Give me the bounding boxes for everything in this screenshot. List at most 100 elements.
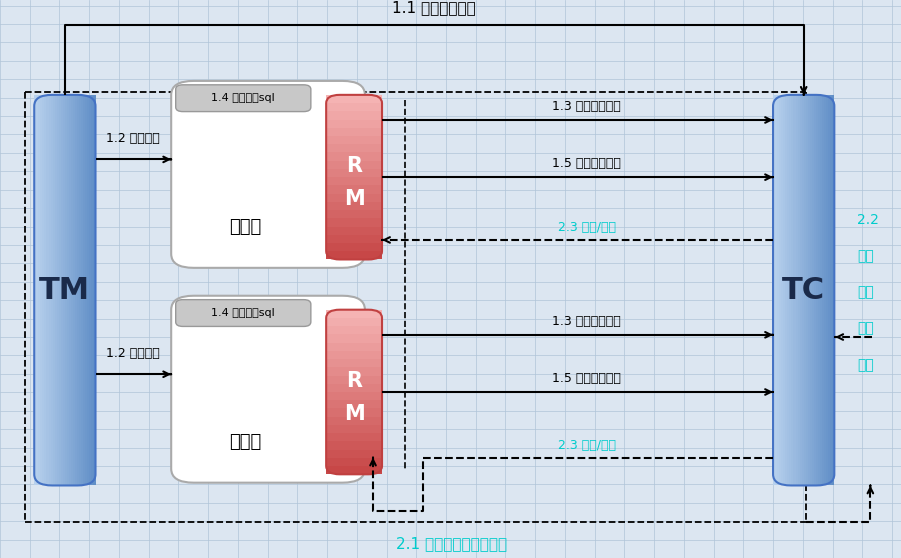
FancyBboxPatch shape <box>326 458 382 466</box>
Text: 微服务: 微服务 <box>229 432 261 450</box>
FancyBboxPatch shape <box>326 185 382 194</box>
FancyBboxPatch shape <box>326 202 382 210</box>
FancyBboxPatch shape <box>810 95 812 485</box>
FancyBboxPatch shape <box>52 95 55 485</box>
Text: 状态: 状态 <box>857 358 874 372</box>
FancyBboxPatch shape <box>326 466 382 474</box>
FancyBboxPatch shape <box>79 95 81 485</box>
FancyBboxPatch shape <box>791 95 794 485</box>
FancyBboxPatch shape <box>83 95 86 485</box>
FancyBboxPatch shape <box>36 95 39 485</box>
FancyBboxPatch shape <box>326 334 382 343</box>
FancyBboxPatch shape <box>794 95 796 485</box>
FancyBboxPatch shape <box>75 95 77 485</box>
Text: 1.5 报告事务状态: 1.5 报告事务状态 <box>552 372 621 385</box>
FancyBboxPatch shape <box>326 441 382 450</box>
Text: 1.2 调用分支: 1.2 调用分支 <box>106 347 160 360</box>
FancyBboxPatch shape <box>171 81 365 268</box>
FancyBboxPatch shape <box>326 177 382 185</box>
FancyBboxPatch shape <box>326 243 382 251</box>
Text: 2.2: 2.2 <box>857 213 878 227</box>
FancyBboxPatch shape <box>77 95 79 485</box>
FancyBboxPatch shape <box>94 95 96 485</box>
FancyBboxPatch shape <box>326 400 382 408</box>
FancyBboxPatch shape <box>326 450 382 458</box>
FancyBboxPatch shape <box>326 433 382 441</box>
FancyBboxPatch shape <box>42 95 44 485</box>
Text: 1.3 注册分支事务: 1.3 注册分支事务 <box>552 100 621 113</box>
FancyBboxPatch shape <box>326 392 382 400</box>
FancyBboxPatch shape <box>326 169 382 177</box>
FancyBboxPatch shape <box>812 95 814 485</box>
Text: 2.1 提交、回滚全局事务: 2.1 提交、回滚全局事务 <box>396 537 507 551</box>
FancyBboxPatch shape <box>814 95 816 485</box>
FancyBboxPatch shape <box>808 95 810 485</box>
Text: TC: TC <box>782 276 825 305</box>
Text: 1.3 注册分支事务: 1.3 注册分支事务 <box>552 315 621 328</box>
Text: 1.2 调用分支: 1.2 调用分支 <box>106 132 160 146</box>
FancyBboxPatch shape <box>176 300 311 326</box>
FancyBboxPatch shape <box>326 318 382 326</box>
FancyBboxPatch shape <box>822 95 824 485</box>
FancyBboxPatch shape <box>34 95 36 485</box>
FancyBboxPatch shape <box>81 95 83 485</box>
FancyBboxPatch shape <box>828 95 830 485</box>
FancyBboxPatch shape <box>67 95 69 485</box>
FancyBboxPatch shape <box>805 95 808 485</box>
FancyBboxPatch shape <box>797 95 799 485</box>
FancyBboxPatch shape <box>55 95 57 485</box>
FancyBboxPatch shape <box>89 95 91 485</box>
Text: R: R <box>346 371 362 391</box>
FancyBboxPatch shape <box>796 95 797 485</box>
Text: TM: TM <box>40 276 90 305</box>
FancyBboxPatch shape <box>91 95 94 485</box>
FancyBboxPatch shape <box>326 136 382 144</box>
FancyBboxPatch shape <box>326 144 382 152</box>
FancyBboxPatch shape <box>326 227 382 235</box>
FancyBboxPatch shape <box>50 95 52 485</box>
FancyBboxPatch shape <box>176 85 311 112</box>
FancyBboxPatch shape <box>63 95 65 485</box>
FancyBboxPatch shape <box>49 95 50 485</box>
FancyBboxPatch shape <box>326 103 382 112</box>
Text: M: M <box>343 405 365 424</box>
FancyBboxPatch shape <box>171 296 365 483</box>
FancyBboxPatch shape <box>779 95 781 485</box>
FancyBboxPatch shape <box>326 194 382 202</box>
Text: 1.1 开启全局事务: 1.1 开启全局事务 <box>393 0 476 15</box>
FancyBboxPatch shape <box>71 95 73 485</box>
FancyBboxPatch shape <box>787 95 789 485</box>
FancyBboxPatch shape <box>326 95 382 103</box>
FancyBboxPatch shape <box>87 95 89 485</box>
FancyBboxPatch shape <box>326 218 382 227</box>
FancyBboxPatch shape <box>39 95 41 485</box>
Text: 1.5 报告事务状态: 1.5 报告事务状态 <box>552 157 621 171</box>
FancyBboxPatch shape <box>44 95 47 485</box>
FancyBboxPatch shape <box>326 112 382 119</box>
FancyBboxPatch shape <box>326 417 382 425</box>
FancyBboxPatch shape <box>326 128 382 136</box>
FancyBboxPatch shape <box>789 95 791 485</box>
FancyBboxPatch shape <box>804 95 805 485</box>
FancyBboxPatch shape <box>47 95 49 485</box>
FancyBboxPatch shape <box>826 95 828 485</box>
Text: 2.3 提交/回滚: 2.3 提交/回滚 <box>558 222 615 234</box>
FancyBboxPatch shape <box>41 95 42 485</box>
FancyBboxPatch shape <box>69 95 71 485</box>
FancyBboxPatch shape <box>833 95 834 485</box>
Text: R: R <box>346 156 362 176</box>
FancyBboxPatch shape <box>783 95 786 485</box>
FancyBboxPatch shape <box>326 343 382 351</box>
FancyBboxPatch shape <box>773 95 775 485</box>
FancyBboxPatch shape <box>326 210 382 218</box>
FancyBboxPatch shape <box>824 95 826 485</box>
FancyBboxPatch shape <box>59 95 60 485</box>
FancyBboxPatch shape <box>326 310 382 318</box>
FancyBboxPatch shape <box>326 152 382 161</box>
FancyBboxPatch shape <box>799 95 802 485</box>
FancyBboxPatch shape <box>326 351 382 359</box>
Text: 2.3 提交/回滚: 2.3 提交/回滚 <box>558 439 615 452</box>
FancyBboxPatch shape <box>781 95 783 485</box>
FancyBboxPatch shape <box>326 425 382 433</box>
Text: 分支: 分支 <box>857 285 874 300</box>
